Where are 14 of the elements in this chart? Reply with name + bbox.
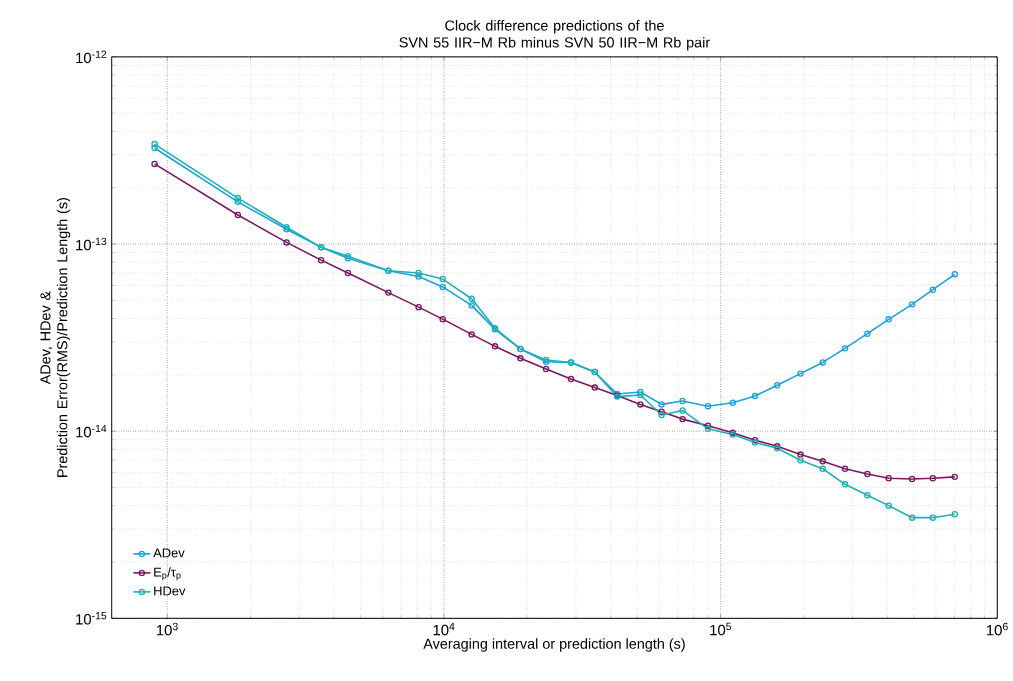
y-tick-label: 10$^{-12}$: [76, 50, 107, 64]
y-tick-label: 10$^{-13}$: [76, 237, 107, 251]
legend-label: HDev: [154, 586, 186, 596]
legend-label: E$_{p}$/τ$_{p}$: [154, 567, 181, 581]
y-tick-label: 10$^{-14}$: [76, 424, 107, 438]
legend-label: ADev: [153, 548, 185, 558]
y-axis-title: ADev, HDev & Prediction Error(RMS)/Prediction Length (s): [40, 197, 71, 477]
chart-title: Clock difference predictions of the SVN 55 IIR−M Rb minus SVN 50 IIR−M Rb pair: [399, 20, 710, 51]
x-tick-label: 10$^{3}$: [156, 622, 178, 636]
x-tick-label: 10$^{5}$: [710, 622, 732, 636]
x-tick-label: 10$^{6}$: [986, 622, 1008, 636]
y-tick-label: 10$^{-15}$: [76, 612, 107, 625]
x-tick-label: 10$^{4}$: [433, 622, 455, 636]
x-axis-title: Averaging interval or prediction length (s): [423, 638, 685, 652]
